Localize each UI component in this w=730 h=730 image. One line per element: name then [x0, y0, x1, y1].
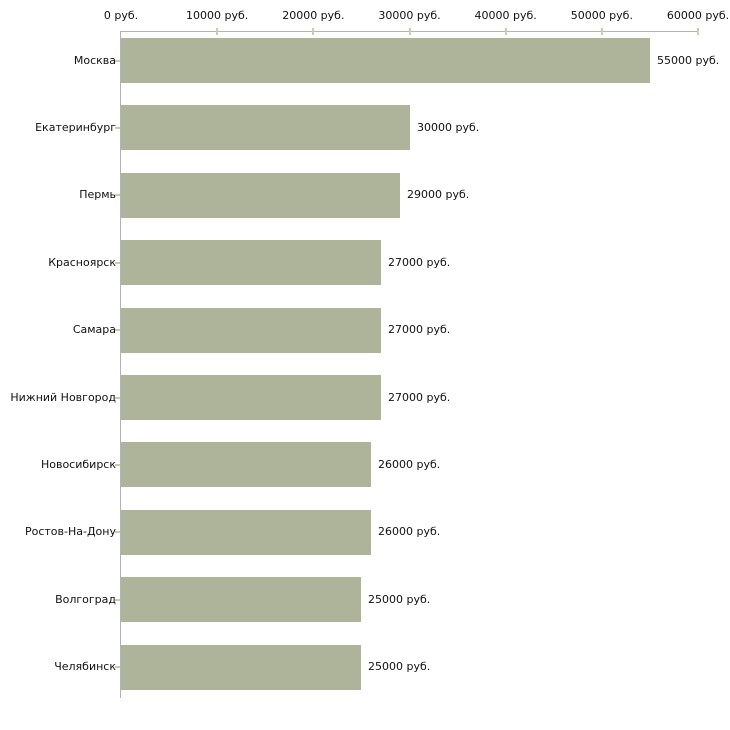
category-label: Ростов-На-Дону [24, 525, 116, 539]
x-tick-mark [505, 28, 507, 35]
x-tick-mark [697, 28, 699, 35]
bar-5 [121, 308, 381, 353]
y-tick-mark [115, 599, 120, 601]
value-label: 26000 руб. [378, 525, 441, 539]
value-label: 55000 руб. [657, 53, 720, 67]
category-label: Самара [72, 323, 116, 337]
x-tick-mark [601, 28, 603, 35]
category-label: Новосибирск [40, 457, 116, 471]
value-label: 29000 руб. [407, 188, 470, 202]
bar-7 [121, 442, 371, 487]
category-label: Нижний Новгород [10, 390, 116, 404]
value-label: 30000 руб. [417, 120, 480, 134]
x-tick-label: 30000 руб. [378, 9, 441, 22]
x-tick-mark [409, 28, 411, 35]
y-tick-mark [115, 531, 120, 533]
y-tick-mark [115, 329, 120, 331]
y-tick-mark [115, 262, 120, 264]
value-label: 25000 руб. [368, 592, 431, 606]
bar-1 [121, 38, 650, 83]
x-tick-mark [216, 28, 218, 35]
y-tick-mark [115, 194, 120, 196]
y-tick-mark [115, 666, 120, 668]
x-tick-label: 60000 руб. [666, 9, 730, 22]
category-label: Москва [73, 53, 116, 67]
y-axis-line [120, 31, 121, 698]
bar-6 [121, 375, 381, 420]
value-label: 25000 руб. [368, 660, 431, 674]
bar-3 [121, 173, 400, 218]
value-label: 26000 руб. [378, 457, 441, 471]
x-tick-label: 0 руб. [103, 9, 139, 22]
category-label: Пермь [79, 188, 116, 202]
x-tick-label: 40000 руб. [474, 9, 537, 22]
category-label: Челябинск [54, 660, 116, 674]
x-tick-label: 10000 руб. [186, 9, 249, 22]
category-label: Красноярск [48, 255, 116, 269]
bar-4 [121, 240, 381, 285]
bar-8 [121, 510, 371, 555]
y-tick-mark [115, 127, 120, 129]
value-label: 27000 руб. [388, 323, 451, 337]
category-label: Волгоград [55, 592, 116, 606]
category-label: Екатеринбург [35, 120, 116, 134]
bar-9 [121, 577, 361, 622]
x-tick-label: 50000 руб. [570, 9, 633, 22]
y-tick-mark [115, 397, 120, 399]
y-tick-mark [115, 60, 120, 62]
x-tick-mark [312, 28, 314, 35]
y-tick-mark [115, 464, 120, 466]
bar-10 [121, 645, 361, 690]
value-label: 27000 руб. [388, 390, 451, 404]
x-tick-label: 20000 руб. [282, 9, 345, 22]
value-label: 27000 руб. [388, 255, 451, 269]
bar-2 [121, 105, 410, 150]
